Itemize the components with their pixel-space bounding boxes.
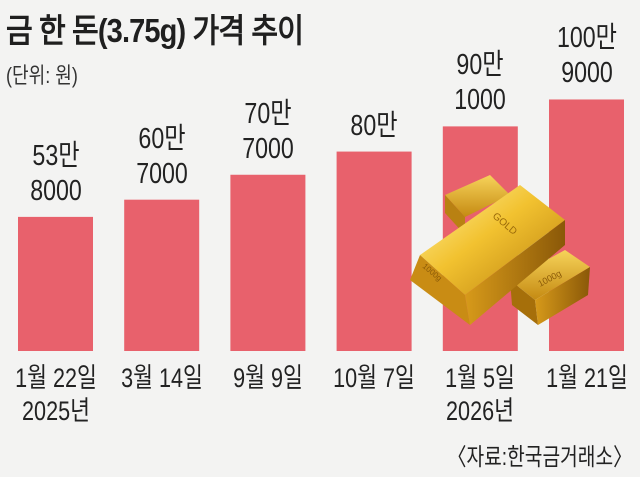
data-label: 9000 [560, 57, 613, 90]
data-label: 100만 [556, 22, 617, 55]
data-label: 1000 [454, 84, 507, 117]
x-tick-label: 1월 22일 [14, 363, 97, 393]
data-label: 7000 [242, 132, 294, 165]
bar-4 [336, 151, 412, 351]
bar-3 [230, 174, 306, 351]
year-label: 2026년 [446, 396, 515, 426]
x-tick-label: 3월 14일 [120, 363, 203, 393]
data-label: 80만 [350, 109, 398, 142]
gold-bars-illustration: 1000g GOLD 1000g [410, 175, 590, 325]
x-tick-label: 10월 7일 [333, 363, 415, 393]
unit-label: (단위: 원) [6, 63, 78, 88]
data-label: 8000 [29, 174, 82, 207]
chart-title: 금 한 돈(3.75g) 가격 추이 [6, 12, 304, 49]
data-label: 60만 [138, 122, 186, 155]
data-label: 7000 [135, 157, 188, 190]
data-label: 53만 [31, 139, 80, 172]
bar-2 [124, 199, 200, 351]
bar-1 [18, 216, 93, 351]
year-label: 2025년 [21, 396, 90, 426]
source-note: 〈자료:한국금거래소〉 [446, 444, 632, 471]
x-tick-label: 1월 21일 [545, 363, 628, 393]
data-label: 70만 [244, 97, 292, 130]
x-tick-label: 9월 9일 [233, 363, 303, 393]
data-label: 90만 [456, 49, 504, 82]
x-tick-label: 1월 5일 [445, 363, 516, 393]
